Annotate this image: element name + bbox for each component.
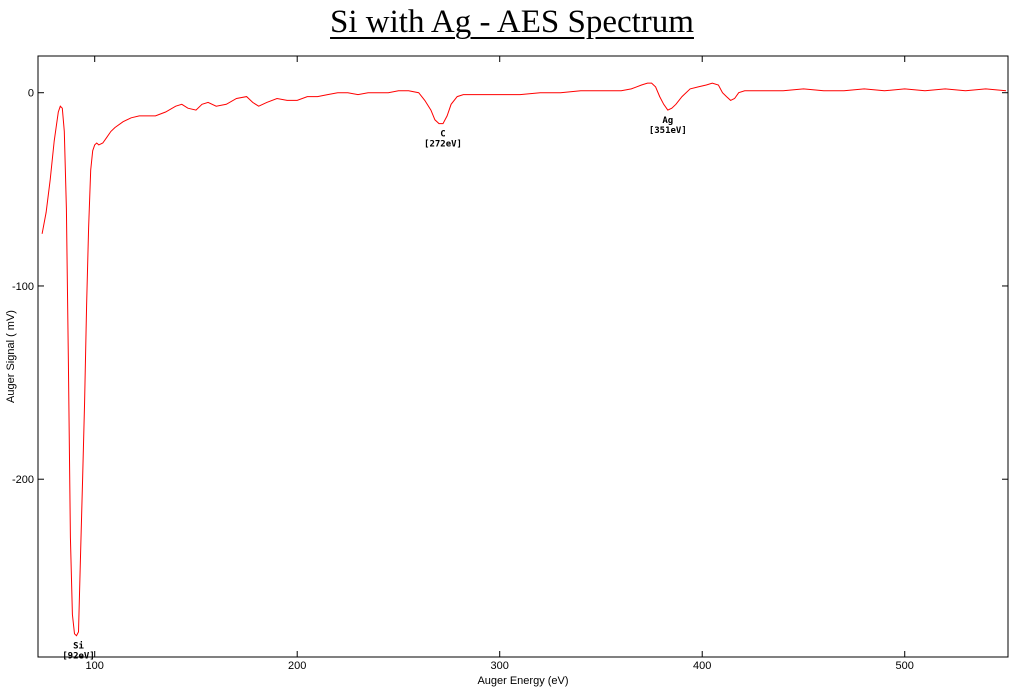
x-tick-label: 300 [491,660,509,672]
chart-title: Si with Ag - AES Spectrum [330,4,694,40]
y-tick-label: -100 [12,281,34,293]
plot-frame [37,55,1009,658]
peak-label: Ag [662,116,673,126]
y-axis-label: Auger Signal ( mV) [5,310,17,403]
x-tick-label: 200 [288,660,306,672]
spectrum-line [41,82,1007,637]
peak-label: Si [73,641,84,652]
x-tick-label: 400 [693,660,711,672]
peak-energy-label: [351eV] [649,126,687,136]
peak-energy-label: [272eV] [424,140,462,150]
y-tick-label: 0 [28,88,34,100]
y-tick-label: -200 [12,474,34,486]
peak-label: C [440,130,445,140]
x-axis-label: Auger Energy (eV) [477,675,568,687]
x-tick-label: 500 [896,660,914,672]
peak-energy-label: [92eV] [62,652,95,662]
x-tick-label: 100 [86,660,104,672]
